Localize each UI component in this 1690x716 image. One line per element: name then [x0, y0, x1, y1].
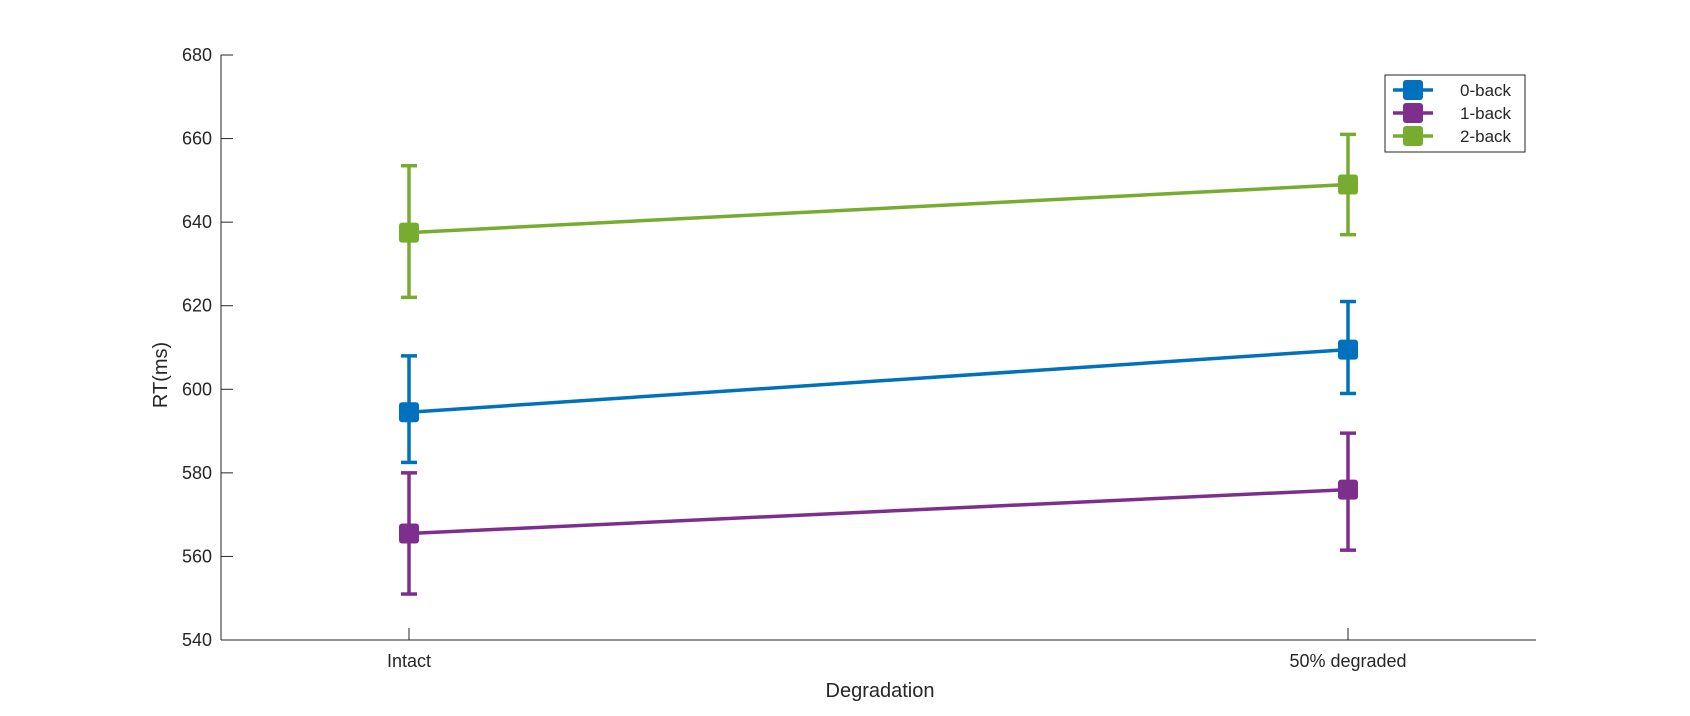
- series-line: [408, 347, 1349, 415]
- data-point: [399, 523, 419, 544]
- legend: 0-back 1-back 2-back: [1384, 74, 1526, 153]
- x-tick-label: Intact: [387, 651, 431, 671]
- legend-label: 1-back: [1460, 104, 1512, 123]
- data-point: [399, 222, 419, 243]
- y-tick-label: 620: [182, 296, 212, 316]
- legend-marker: [1403, 103, 1423, 123]
- x-tick-label: 50% degraded: [1289, 651, 1406, 671]
- axes: 540 560 580 600 620 640 660 680 Intact 50% degrad…: [182, 45, 1536, 671]
- y-tick-label: 660: [182, 129, 212, 149]
- data-point: [1338, 339, 1358, 360]
- series-line: [408, 487, 1349, 536]
- y-axis-title: RT(ms): [150, 342, 172, 408]
- y-tick-label: 640: [182, 212, 212, 232]
- legend-marker: [1403, 126, 1423, 146]
- series-2-back: [399, 132, 1358, 300]
- legend-marker: [1403, 80, 1423, 100]
- y-tick-label: 560: [182, 546, 212, 566]
- legend-label: 2-back: [1460, 127, 1512, 146]
- series-0-back: [399, 299, 1358, 465]
- series-line: [408, 182, 1349, 235]
- y-tick-label: 680: [182, 45, 212, 65]
- series-1-back: [399, 431, 1358, 596]
- x-axis-title: Degradation: [826, 680, 935, 702]
- data-point: [1338, 174, 1358, 195]
- legend-label: 0-back: [1460, 81, 1512, 100]
- y-tick-label: 580: [182, 463, 212, 483]
- y-tick-label: 600: [182, 379, 212, 399]
- data-point: [1338, 479, 1358, 500]
- y-tick-label: 540: [182, 630, 212, 650]
- series-layer: [399, 132, 1358, 596]
- data-point: [399, 402, 419, 423]
